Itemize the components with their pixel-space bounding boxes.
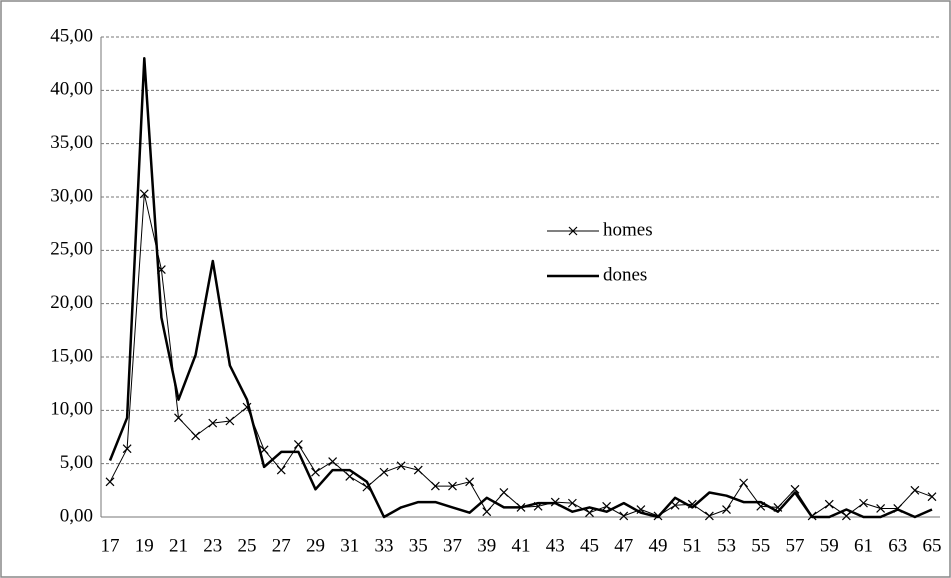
point-marker [482,507,492,517]
y-tick-label: 45,00 [50,25,93,46]
point-marker [328,457,338,466]
y-tick-label: 10,00 [50,399,93,420]
x-tick-label: 61 [854,535,873,556]
point-marker [311,467,320,477]
x-tick-label: 31 [340,535,359,556]
point-marker [841,511,851,521]
y-tick-label: 20,00 [50,292,93,313]
x-tick-label: 51 [683,535,702,556]
point-marker [876,504,886,513]
x-tick-label: 53 [717,535,736,556]
x-tick-label: 49 [649,535,668,556]
x-tick-label: 29 [306,535,325,556]
point-marker [739,478,749,488]
point-marker [465,477,475,487]
x-tick-label: 55 [751,535,770,556]
point-marker [208,418,218,428]
series-line [108,57,933,519]
x-tick-label: 45 [580,535,599,556]
point-marker [927,492,937,502]
x-tick-label: 27 [272,535,291,556]
point-marker [191,431,201,441]
y-tick-label: 0,00 [60,505,93,526]
y-tick-label: 35,00 [50,132,93,153]
x-tick-label: 43 [546,535,565,556]
point-marker [225,416,235,426]
x-tick-label: 39 [477,535,496,556]
point-marker [105,477,115,487]
y-tick-label: 5,00 [60,452,93,473]
legend-marker [568,226,578,236]
x-tick-label: 57 [786,535,805,556]
x-tick-label: 35 [409,535,428,556]
point-marker [122,444,132,454]
x-tick-label: 59 [820,535,839,556]
legend-label: homes [603,219,653,240]
y-tick-label: 25,00 [50,239,93,260]
x-tick-label: 47 [614,535,633,556]
point-marker [174,413,183,423]
x-tick-label: 37 [443,535,462,556]
point-marker [276,465,286,475]
x-tick-label: 19 [135,535,154,556]
point-marker [379,467,389,477]
x-tick-label: 33 [375,535,394,556]
point-marker [499,488,509,497]
point-marker [790,484,800,494]
x-tick-label: 25 [238,535,257,556]
point-marker [413,465,423,475]
point-marker [430,481,440,491]
x-tick-label: 63 [888,535,907,556]
point-marker [859,498,868,508]
point-marker [704,511,714,521]
point-marker [293,440,303,449]
x-tick-label: 21 [169,535,188,556]
x-tick-label: 65 [923,535,942,556]
point-marker [585,508,594,518]
legend-label: dones [603,264,647,285]
point-marker [722,505,731,514]
point-marker [345,472,355,481]
y-tick-label: 15,00 [50,345,93,366]
x-tick-label: 23 [203,535,222,556]
point-marker [824,499,834,509]
point-marker [567,498,577,508]
point-marker [448,481,457,491]
point-marker [139,189,149,199]
y-tick-label: 30,00 [50,185,93,206]
x-tick-label: 41 [512,535,531,556]
y-tick-label: 40,00 [50,79,93,100]
point-marker [910,485,920,495]
point-marker [619,511,629,521]
x-tick-label: 17 [101,535,120,556]
point-marker [396,461,406,471]
